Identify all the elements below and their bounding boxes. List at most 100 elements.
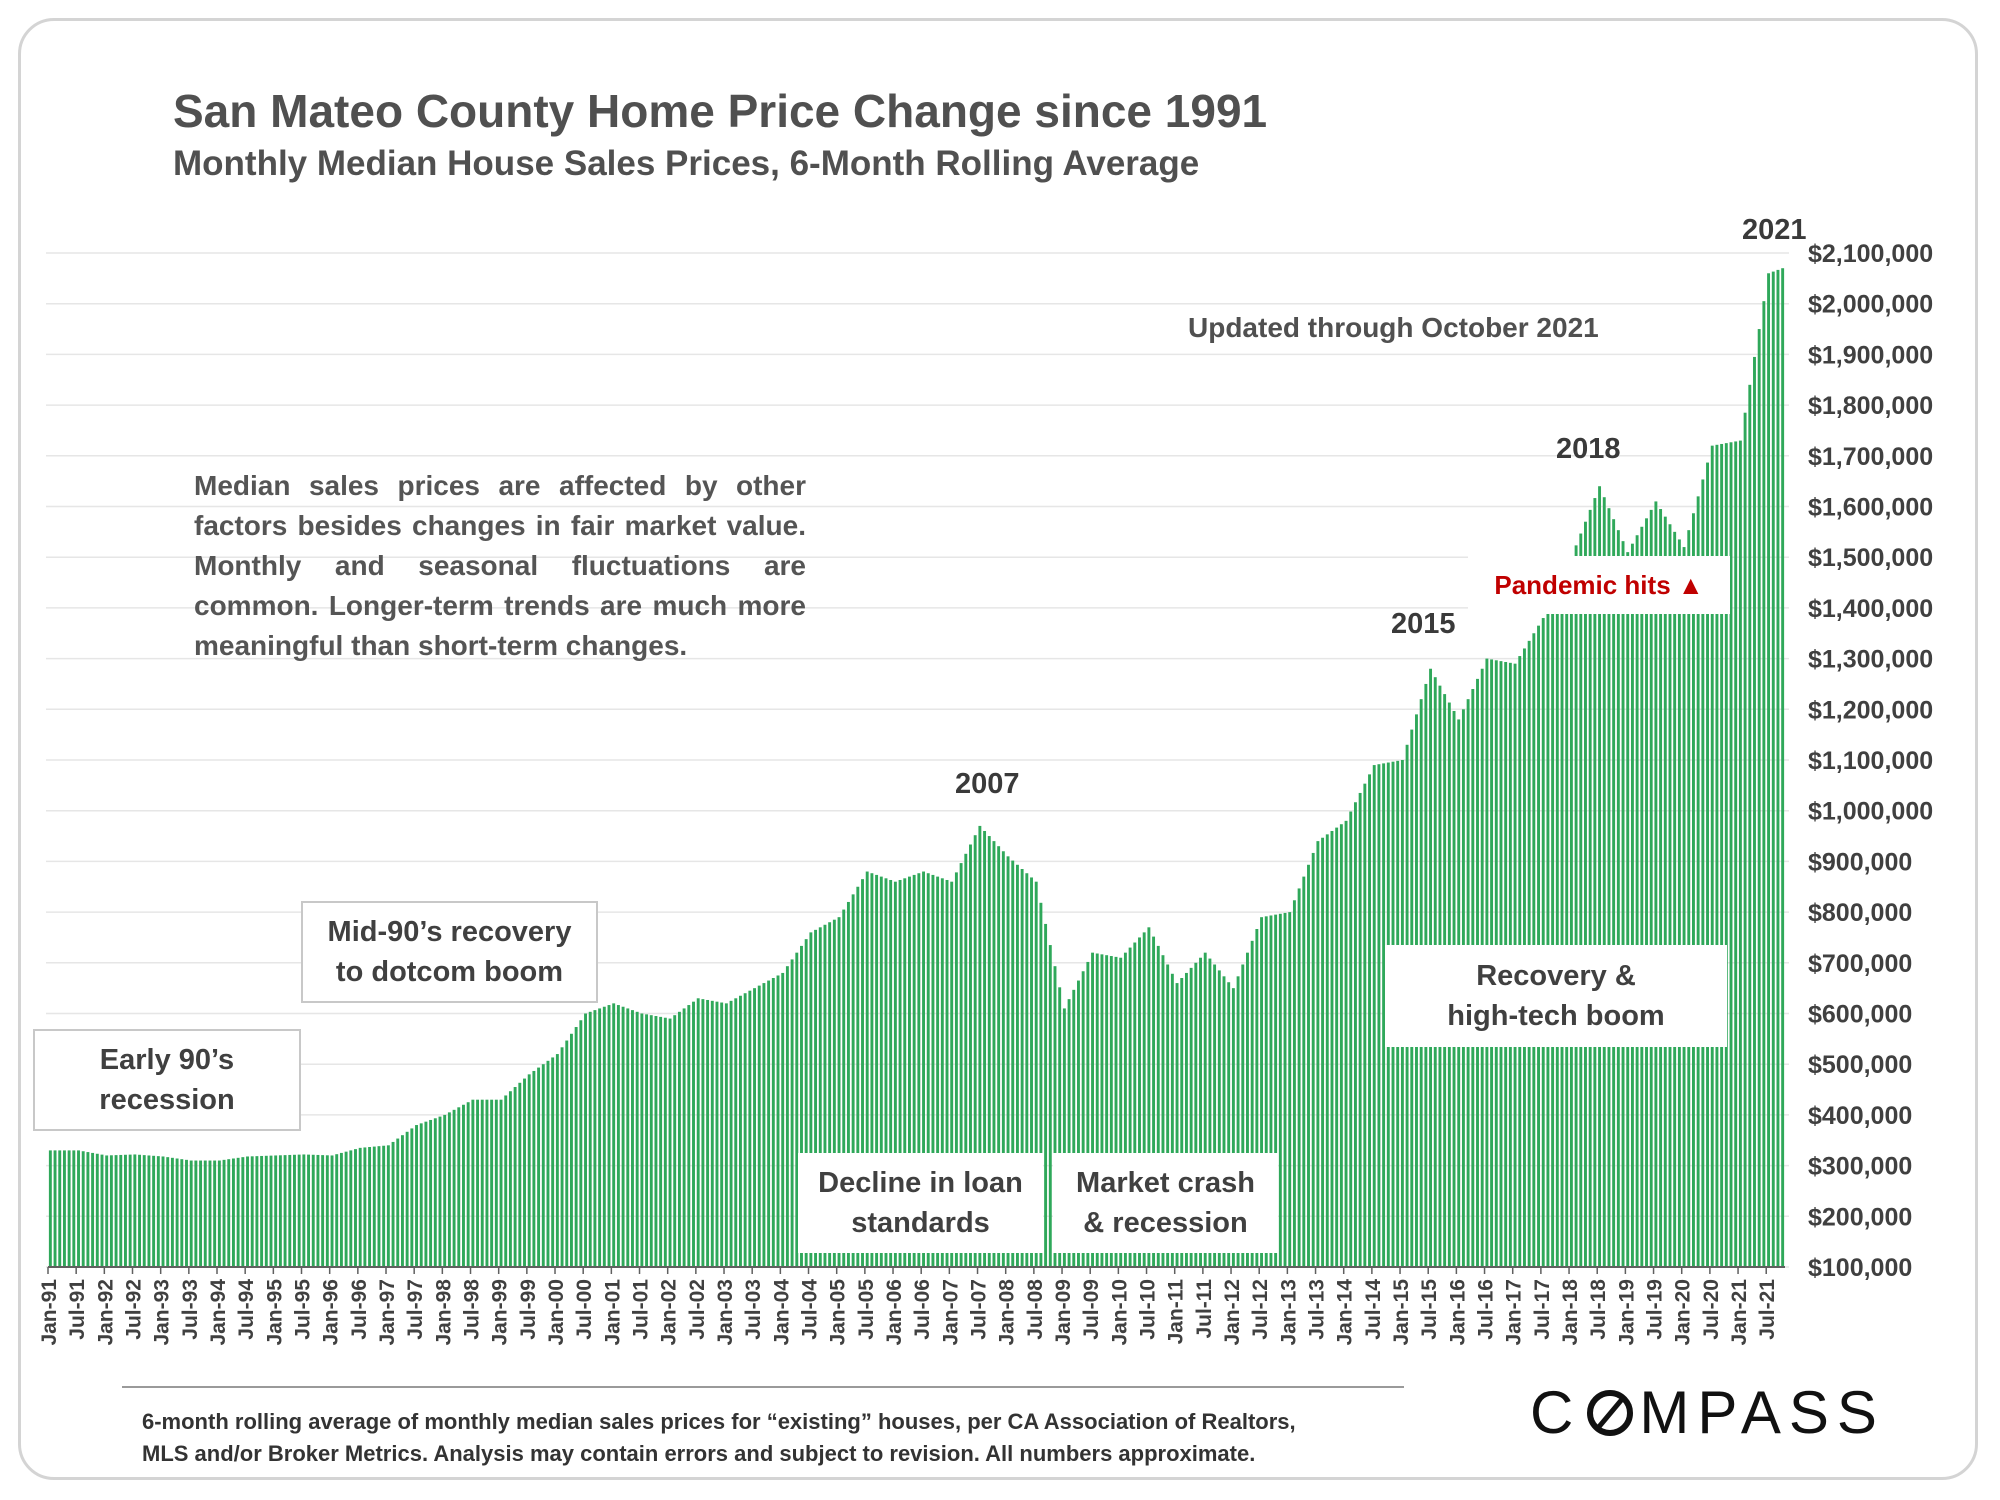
bar (579, 1020, 583, 1267)
bar (189, 1160, 193, 1267)
logo-text-end: MPASS (1639, 1379, 1885, 1446)
bar (1372, 765, 1376, 1267)
x-tick-label: Jul-10 (1137, 1279, 1160, 1340)
bar (818, 927, 822, 1267)
bar (706, 999, 710, 1267)
bar (823, 924, 827, 1267)
x-tick-label: Jul-21 (1756, 1279, 1779, 1340)
peak-label-2015: 2015 (1391, 608, 1456, 640)
x-tick-label: Jul-14 (1362, 1279, 1385, 1340)
bar (1194, 962, 1198, 1267)
bar (241, 1157, 245, 1267)
bar (781, 972, 785, 1267)
bar (635, 1011, 639, 1267)
bar (283, 1155, 287, 1267)
bar (1692, 513, 1695, 1267)
bar (1236, 976, 1240, 1267)
bar (264, 1155, 268, 1267)
bar (663, 1017, 667, 1267)
x-tick-label: Jan-12 (1221, 1279, 1244, 1346)
bar (368, 1147, 372, 1267)
bar (893, 881, 897, 1267)
y-tick-label: $2,100,000 (1808, 240, 1933, 268)
compass-logo: C MPASS (1530, 1378, 1885, 1447)
bar (297, 1154, 301, 1267)
bar (1584, 521, 1587, 1267)
bar (396, 1138, 400, 1267)
explanatory-paragraph: Median sales prices are affected by othe… (194, 470, 806, 661)
bar (814, 929, 818, 1267)
y-tick-label: $800,000 (1808, 899, 1912, 927)
bar (1203, 952, 1207, 1267)
compass-o-icon (1587, 1389, 1634, 1436)
bar (1321, 837, 1325, 1267)
bar (1673, 531, 1677, 1267)
bar (1767, 273, 1771, 1267)
bar (1710, 445, 1714, 1267)
bar (1199, 957, 1202, 1267)
bar (72, 1150, 76, 1267)
y-tick-label: $100,000 (1808, 1254, 1912, 1282)
bar (1621, 541, 1625, 1267)
bar (790, 959, 794, 1267)
bar (1034, 881, 1038, 1267)
x-tick-label: Jan-08 (996, 1279, 1019, 1346)
x-tick-label: Jan-16 (1446, 1279, 1469, 1346)
bar (1058, 987, 1062, 1267)
bar (1616, 530, 1620, 1267)
bar (138, 1154, 141, 1267)
bar (1081, 971, 1085, 1267)
bar (1105, 955, 1109, 1267)
bar (250, 1156, 254, 1267)
bar (457, 1107, 461, 1267)
bar (109, 1155, 113, 1267)
bar (1654, 501, 1658, 1267)
bar (870, 873, 874, 1267)
bar (621, 1006, 625, 1267)
x-tick-label: Jul-94 (235, 1279, 258, 1340)
x-tick-label: Jan-94 (207, 1279, 230, 1346)
bar (1640, 526, 1644, 1267)
bar (1645, 518, 1648, 1267)
bar (940, 878, 944, 1267)
bar (954, 872, 958, 1267)
bar (673, 1015, 677, 1267)
bar (1222, 976, 1226, 1267)
bar (1091, 952, 1094, 1267)
bar (311, 1154, 315, 1267)
bar (1358, 792, 1362, 1267)
bar (809, 932, 813, 1267)
y-tick-label: $200,000 (1808, 1203, 1912, 1231)
bar (330, 1155, 334, 1267)
annotation-mid-90s-recovery: Mid-90’s recovery to dotcom boom (301, 901, 598, 1003)
bar (513, 1087, 517, 1267)
bar (865, 871, 869, 1267)
bar (1025, 873, 1029, 1267)
bar (546, 1060, 550, 1267)
bar (1776, 269, 1780, 1267)
bar (1288, 912, 1292, 1267)
bar (62, 1150, 66, 1267)
bar (114, 1155, 118, 1267)
bar (1156, 945, 1160, 1267)
x-tick-label: Jan-17 (1503, 1279, 1526, 1346)
annotation-early-90s-recession: Early 90’s recession (33, 1029, 301, 1131)
x-tick-label: Jul-97 (404, 1279, 427, 1340)
bar (565, 1040, 569, 1267)
bar (917, 873, 921, 1267)
bar (649, 1015, 653, 1267)
bar (1208, 958, 1212, 1267)
bar (908, 876, 911, 1267)
x-tick-label: Jul-12 (1249, 1279, 1272, 1340)
bar (729, 1000, 733, 1267)
bar (316, 1154, 320, 1267)
bar (302, 1154, 306, 1267)
bar (429, 1119, 433, 1267)
bar (757, 985, 761, 1267)
bar (119, 1154, 123, 1267)
bar (185, 1159, 188, 1267)
x-tick-label: Jul-96 (348, 1279, 371, 1340)
bar (377, 1146, 381, 1267)
bar (992, 841, 996, 1267)
